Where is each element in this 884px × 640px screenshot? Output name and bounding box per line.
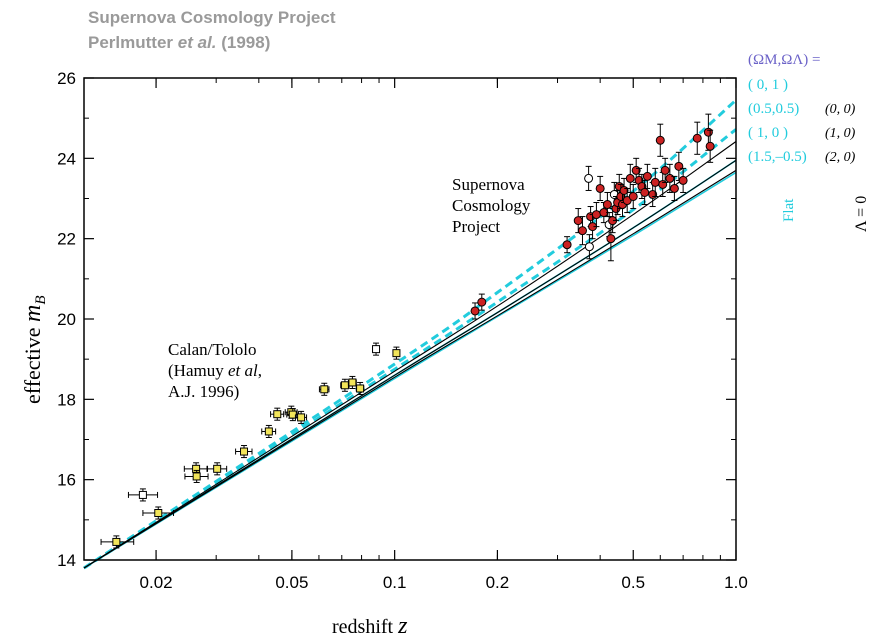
y-tick-label: 22 bbox=[57, 230, 76, 249]
calan-point bbox=[273, 410, 282, 419]
flat-model-curve bbox=[83, 98, 737, 570]
x-tick-label: 0.1 bbox=[383, 573, 407, 592]
scp-point bbox=[655, 135, 665, 145]
x-tick-label: 0.2 bbox=[486, 573, 510, 592]
calan-annotation-line-2: (Hamuy et al, bbox=[168, 361, 262, 380]
calan-point bbox=[297, 413, 306, 422]
calan-annotation-comma: , bbox=[258, 361, 262, 380]
legend-lambda0-entry-1: (0, 0) bbox=[825, 102, 856, 117]
header-year: (1998) bbox=[216, 33, 271, 52]
scp-point bbox=[692, 133, 702, 143]
scp-point bbox=[625, 173, 635, 183]
scp-point bbox=[678, 175, 688, 185]
scp-point bbox=[642, 171, 652, 181]
y-tick-label: 24 bbox=[57, 149, 76, 168]
axis-ticks bbox=[84, 77, 737, 561]
calan-point bbox=[356, 384, 365, 393]
x-tick-label: 0.02 bbox=[140, 573, 173, 592]
y-axis-label-sub: B bbox=[33, 295, 49, 304]
y-axis-label-var: m bbox=[20, 305, 46, 322]
legend-flat-entry-3: ( 1, 0 ) bbox=[748, 125, 788, 141]
calan-point bbox=[192, 472, 201, 481]
y-axis-label-text: effective bbox=[20, 322, 45, 404]
x-axis-label: redshift z bbox=[332, 613, 408, 639]
calan-open-point bbox=[138, 490, 147, 499]
calan-point bbox=[213, 464, 222, 473]
scp-point bbox=[591, 210, 601, 220]
scp-point bbox=[602, 200, 612, 210]
scp-point bbox=[640, 187, 650, 197]
x-axis-label-var: z bbox=[397, 613, 408, 639]
scp-open-point bbox=[584, 173, 594, 183]
x-axis-label-text: redshift bbox=[332, 616, 398, 638]
scp-point bbox=[470, 306, 480, 316]
scp-point bbox=[577, 226, 587, 236]
legend-header: (ΩM,ΩΛ) = bbox=[748, 52, 820, 68]
header-author: Perlmutter bbox=[88, 33, 178, 52]
scp-point bbox=[562, 240, 572, 250]
chart-header-line-1: Supernova Cosmology Project bbox=[88, 8, 336, 27]
x-tick-label: 0.05 bbox=[275, 573, 308, 592]
scp-point bbox=[705, 141, 715, 151]
calan-point bbox=[192, 464, 201, 473]
scp-point bbox=[703, 127, 713, 137]
calan-point bbox=[264, 427, 273, 436]
legend-flat-entry-2: (0.5,0.5) bbox=[748, 101, 799, 117]
legend-flat-label: Flat bbox=[781, 198, 797, 222]
scp-point bbox=[674, 161, 684, 171]
x-tick-label: 0.5 bbox=[621, 573, 645, 592]
legend-flat-entry-1: ( 0, 1 ) bbox=[748, 77, 788, 93]
x-tick-label: 1.0 bbox=[724, 573, 748, 592]
scp-point bbox=[628, 191, 638, 201]
calan-annotation-line-3: A.J. 1996) bbox=[168, 382, 239, 401]
calan-annotation: Calan/Tololo (Hamuy et al, A.J. 1996) bbox=[168, 340, 262, 401]
calan-annotation-author: (Hamuy bbox=[168, 361, 228, 380]
legend-lambda0-label: Λ = 0 bbox=[853, 196, 870, 232]
calan-point bbox=[288, 410, 297, 419]
scp-open-point bbox=[584, 242, 594, 252]
scp-point bbox=[622, 196, 632, 206]
y-tick-label: 16 bbox=[57, 471, 76, 490]
scp-annotation-line-3: Project bbox=[452, 217, 500, 236]
calan-point bbox=[112, 537, 121, 546]
plot-frame bbox=[83, 77, 737, 561]
calan-open-point bbox=[372, 345, 381, 354]
y-tick-label: 26 bbox=[57, 69, 76, 88]
calan-point bbox=[340, 381, 349, 390]
scp-annotation-line-2: Cosmology bbox=[452, 196, 531, 215]
scp-point bbox=[669, 183, 679, 193]
calan-annotation-etal: et al bbox=[228, 361, 258, 380]
calan-annotation-line-1: Calan/Tololo bbox=[168, 340, 257, 359]
calan-point bbox=[348, 378, 357, 387]
header-etal: et al. bbox=[177, 33, 217, 52]
y-tick-label: 14 bbox=[57, 551, 76, 570]
scp-point bbox=[595, 183, 605, 193]
y-tick-label: 18 bbox=[57, 390, 76, 409]
scp-point bbox=[665, 173, 675, 183]
calan-point bbox=[240, 447, 249, 456]
scp-annotation: Supernova Cosmology Project bbox=[452, 175, 531, 236]
lambda0-model-curve bbox=[83, 169, 737, 569]
y-tick-label: 20 bbox=[57, 310, 76, 329]
calan-point bbox=[320, 385, 329, 394]
scp-point bbox=[650, 177, 660, 187]
legend-flat-entry-4: (1.5,–0.5) bbox=[748, 149, 807, 165]
scp-point bbox=[477, 297, 487, 307]
legend-lambda0-entry-2: (1, 0) bbox=[825, 126, 856, 141]
tick-labels: 0.02 0.05 0.1 0.2 0.5 1.0 14 16 18 20 22 24 26 bbox=[57, 69, 748, 592]
calan-point bbox=[154, 509, 163, 518]
calan-point bbox=[392, 349, 401, 358]
scp-point bbox=[573, 216, 583, 226]
y-axis-label: effective mB bbox=[20, 295, 49, 404]
lambda0-model-curve bbox=[83, 159, 737, 569]
model-legend: (ΩM,ΩΛ) = ( 0, 1 ) (0.5,0.5) ( 1, 0 ) (1… bbox=[748, 52, 870, 232]
scp-point bbox=[660, 165, 670, 175]
legend-lambda0-entry-3: (2, 0) bbox=[825, 150, 856, 165]
scp-annotation-line-1: Supernova bbox=[452, 175, 525, 194]
data-points bbox=[100, 113, 715, 549]
chart-header-line-2: Perlmutter et al. (1998) bbox=[88, 33, 270, 53]
scp-point bbox=[606, 234, 616, 244]
